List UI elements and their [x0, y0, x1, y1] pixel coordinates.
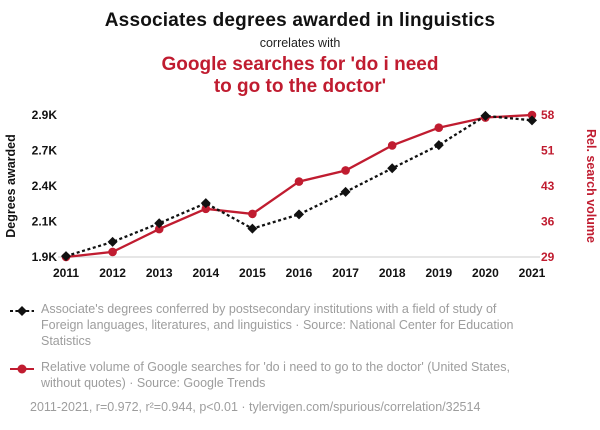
legend-item-degrees: Associate's degrees conferred by postsec… [10, 301, 580, 350]
svg-text:2015: 2015 [239, 266, 266, 280]
svg-text:2.1K: 2.1K [32, 214, 58, 228]
legend-text-degrees: Associate's degrees conferred by postsec… [41, 301, 514, 349]
svg-text:2019: 2019 [425, 266, 452, 280]
svg-text:2018: 2018 [379, 266, 406, 280]
svg-text:2020: 2020 [472, 266, 499, 280]
svg-text:51: 51 [541, 143, 555, 157]
red-circle-marker-icon [10, 364, 34, 374]
footer-stats: 2011-2021, r=0.972, r²=0.944, p<0.01 · t… [30, 400, 481, 415]
svg-text:58: 58 [541, 108, 555, 122]
svg-text:2013: 2013 [146, 266, 173, 280]
legend-text-search: Relative volume of Google searches for '… [41, 359, 510, 390]
svg-text:2016: 2016 [286, 266, 313, 280]
legend-item-search: Relative volume of Google searches for '… [10, 359, 580, 392]
svg-text:2014: 2014 [192, 266, 219, 280]
svg-text:43: 43 [541, 179, 555, 193]
connector-text: correlates with [259, 36, 341, 50]
main-title: Associates degrees awarded in linguistic… [104, 10, 496, 31]
legend: Associate's degrees conferred by postsec… [0, 301, 600, 391]
svg-text:2021: 2021 [519, 266, 546, 280]
svg-text:Rel. search volume: Rel. search volume [584, 129, 598, 243]
svg-text:2.7K: 2.7K [32, 143, 58, 157]
svg-text:2017: 2017 [332, 266, 359, 280]
svg-text:2011: 2011 [53, 266, 79, 280]
secondary-title: Google searches for 'do i need to go to … [161, 54, 439, 98]
chart-header: Associates degrees awarded in linguistic… [0, 10, 600, 99]
correlation-chart: 1.9K 2.1K 2.4K 2.7K 2.9K 29 36 43 51 58 2011 2012 20… [4, 108, 598, 280]
svg-text:2.9K: 2.9K [32, 108, 58, 122]
svg-text:2.4K: 2.4K [32, 179, 58, 193]
svg-text:36: 36 [541, 214, 555, 228]
svg-text:Degrees awarded: Degrees awarded [4, 134, 18, 238]
svg-text:29: 29 [541, 250, 555, 264]
svg-text:2012: 2012 [99, 266, 126, 280]
svg-text:1.9K: 1.9K [32, 250, 58, 264]
black-diamond-marker-icon [10, 305, 34, 316]
